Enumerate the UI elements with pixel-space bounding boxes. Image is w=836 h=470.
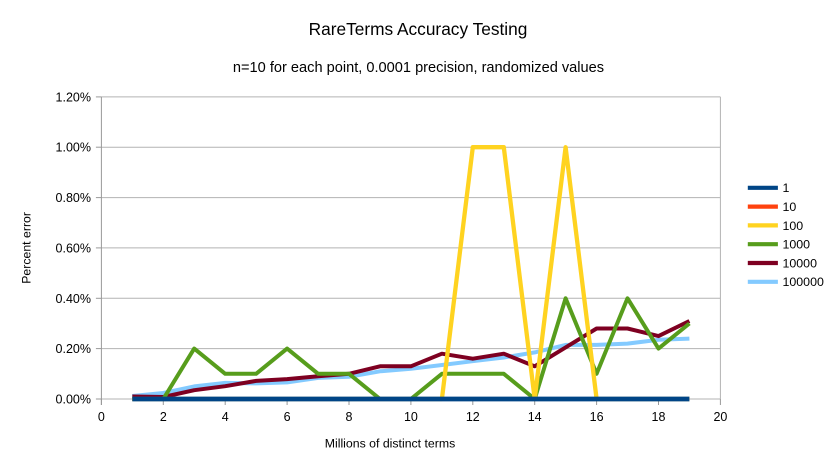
svg-text:10: 10 [404,410,418,424]
svg-text:6: 6 [284,410,291,424]
svg-text:Percent error: Percent error [20,212,34,284]
svg-text:1.00%: 1.00% [56,141,91,155]
svg-text:1: 1 [783,181,790,195]
svg-text:0.80%: 0.80% [56,191,91,205]
svg-text:Millions of distinct terms: Millions of distinct terms [325,437,456,451]
svg-text:10000: 10000 [783,256,818,270]
svg-text:RareTerms Accuracy Testing: RareTerms Accuracy Testing [309,19,528,39]
svg-text:8: 8 [346,410,353,424]
svg-text:0.20%: 0.20% [56,342,91,356]
svg-text:0: 0 [98,410,105,424]
svg-text:100000: 100000 [783,275,824,289]
svg-text:4: 4 [222,410,229,424]
svg-text:0.40%: 0.40% [56,292,91,306]
svg-text:2: 2 [160,410,167,424]
svg-text:10: 10 [783,200,797,214]
svg-text:12: 12 [466,410,480,424]
svg-text:1000: 1000 [783,238,811,252]
svg-text:16: 16 [590,410,604,424]
svg-text:0.60%: 0.60% [56,241,91,255]
svg-text:1.20%: 1.20% [56,90,91,104]
svg-text:0.00%: 0.00% [56,393,91,407]
svg-text:20: 20 [713,410,727,424]
svg-text:18: 18 [652,410,666,424]
svg-text:14: 14 [528,410,542,424]
svg-text:100: 100 [783,219,804,233]
svg-text:n=10 for each point, 0.0001 pr: n=10 for each point, 0.0001 precision, r… [233,60,604,76]
